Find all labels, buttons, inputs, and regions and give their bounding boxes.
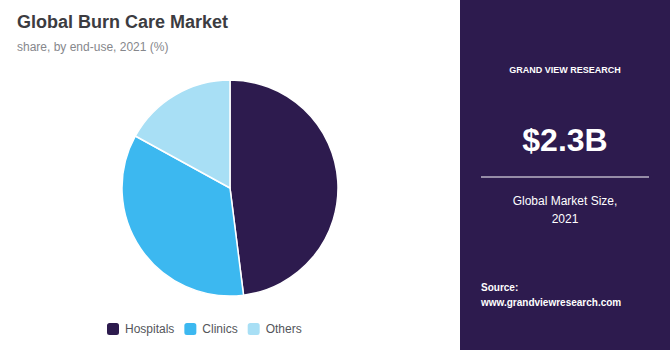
svg-text:Others: Others [266,322,302,336]
svg-text:share, by end-use, 2021 (%): share, by end-use, 2021 (%) [17,40,168,54]
svg-text:2021: 2021 [552,212,579,226]
svg-text:Hospitals: Hospitals [125,322,174,336]
svg-text:GRAND VIEW RESEARCH: GRAND VIEW RESEARCH [509,65,621,75]
svg-text:Source:: Source: [481,282,518,293]
svg-text:$2.3B: $2.3B [522,122,607,158]
svg-text:Global Burn Care Market: Global Burn Care Market [17,12,228,32]
svg-text:www.grandviewresearch.com: www.grandviewresearch.com [480,297,621,308]
svg-text:Global Market Size,: Global Market Size, [513,194,618,208]
svg-text:Clinics: Clinics [202,322,237,336]
